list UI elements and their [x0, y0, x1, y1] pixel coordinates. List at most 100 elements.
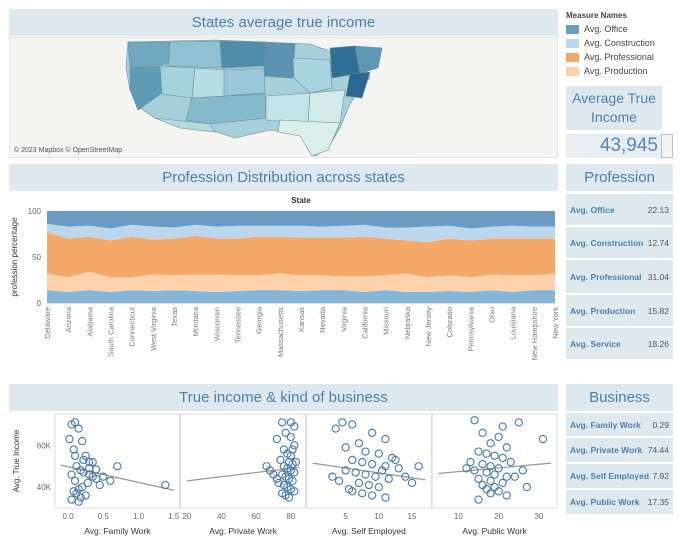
scatter-point — [341, 443, 350, 452]
business-value: 74.44 — [647, 445, 669, 455]
area-x-tick-label: Virginia — [339, 306, 348, 332]
business-label: Avg. Private Work — [570, 445, 643, 455]
area-x-tick-label: Louisiana — [509, 306, 518, 339]
area-x-tick-label: New Jersey — [424, 307, 433, 346]
scatter-y-axis-label: Avg. True Income — [12, 429, 21, 492]
legend-item-office[interactable]: Avg. Office — [566, 24, 628, 34]
legend-title: Measure Names — [566, 11, 627, 20]
scatter-point — [506, 457, 515, 467]
profession-label: Avg. Service — [570, 338, 621, 349]
map-svg — [125, 39, 383, 157]
area-y-tick-label: 100 — [28, 207, 42, 216]
scatter-point — [106, 476, 115, 485]
scatter-point — [341, 466, 350, 475]
area-x-tick-label: New Hampshire — [530, 307, 539, 360]
scatter-point — [76, 493, 85, 502]
area-series-3 — [47, 223, 555, 243]
scatter-point — [368, 459, 377, 469]
business-row-private[interactable]: Avg. Private Work 74.44 — [566, 438, 673, 463]
scatter-point — [354, 478, 364, 488]
legend-label: Avg. Office — [584, 24, 628, 34]
scatter-point — [348, 420, 357, 429]
scatter-point — [490, 451, 499, 460]
business-row-self[interactable]: Avg. Self Employed 7.92 — [566, 464, 673, 489]
area-x-tick-label: Georgia — [255, 306, 264, 334]
profession-label: Avg. Professional — [570, 271, 642, 282]
scatter-point — [538, 434, 548, 444]
business-row-public[interactable]: Avg. Public Work 17.35 — [566, 490, 673, 515]
profession-label: Avg. Production — [570, 305, 636, 316]
legend-item-production[interactable]: Avg. Production — [566, 66, 647, 76]
scatter-x-axis-label: Avg. Private Work — [209, 526, 277, 536]
scatter-point — [482, 485, 491, 494]
profession-label: Avg. Office — [570, 204, 615, 215]
kpi-scrollbar[interactable] — [661, 134, 673, 158]
profession-value: 15.82 — [647, 305, 669, 316]
scatter-point — [161, 480, 170, 490]
us-choropleth-map[interactable]: © 2023 Mapbox © OpenStreetMap — [9, 37, 558, 158]
scatter-point — [278, 418, 287, 427]
scatter-point — [99, 472, 108, 481]
scatter-point — [414, 462, 423, 471]
business-row-family[interactable]: Avg. Family Work 0.29 — [566, 413, 673, 437]
scatter-point — [470, 416, 479, 425]
scatter-point — [288, 476, 297, 485]
scatter-x-tick-label: 0.0 — [62, 512, 74, 521]
area-x-tick-label: Alabama — [85, 306, 94, 336]
scatter-point — [486, 462, 495, 471]
legend-item-professional[interactable]: Avg. Professional — [566, 52, 654, 62]
profession-row-construction[interactable]: Avg. Construction 12.74 — [566, 227, 673, 259]
kpi-label: Average True Income — [566, 86, 662, 130]
income-business-scatter[interactable]: Avg. True Income 40K 60K 0.0 0.5 1.0 1.5 Avg. F… — [9, 412, 558, 540]
profession-value: 18.26 — [647, 338, 669, 349]
scatter-point — [85, 457, 94, 467]
area-x-tick-label: Nebraska — [403, 306, 412, 339]
scatter-point — [502, 443, 511, 452]
area-y-tick-label: 0 — [37, 299, 42, 308]
scatter-point — [272, 434, 282, 444]
scatter-x-axis-label: Avg. Family Work — [84, 526, 151, 536]
profession-row-production[interactable]: Avg. Production 15.82 — [566, 295, 673, 327]
area-x-tick-label: Colorado — [445, 307, 454, 337]
scatter-point — [494, 464, 503, 473]
scatter-point — [92, 465, 101, 474]
scatter-point — [407, 478, 417, 488]
scatter-point — [69, 445, 78, 454]
area-section-title: Profession Distribution across states — [9, 164, 558, 191]
scatter-point — [67, 470, 76, 479]
area-x-tick-label: Delaware — [43, 307, 52, 339]
area-series-1 — [47, 271, 555, 292]
area-x-tick-label: Nevada — [318, 306, 327, 333]
profession-value: 31.04 — [647, 271, 669, 282]
scatter-x-tick-label: 20 — [182, 512, 191, 521]
business-value: 7.92 — [652, 471, 669, 481]
scatter-point — [290, 487, 299, 496]
scatter-x-tick-label: 20 — [494, 512, 503, 521]
area-x-tick-label: South Carolina — [107, 306, 116, 356]
legend-label: Avg. Construction — [584, 38, 655, 48]
scatter-point — [498, 478, 507, 488]
scatter-point — [368, 491, 377, 500]
scatter-point — [381, 434, 390, 444]
scatter-point — [361, 447, 370, 456]
scatter-point — [348, 455, 357, 465]
scatter-point — [462, 464, 471, 473]
area-x-tick-label: Connecticut — [128, 306, 137, 347]
legend-item-construction[interactable]: Avg. Construction — [566, 38, 655, 48]
scatter-x-tick-label: 80 — [286, 512, 295, 521]
scatter-point — [67, 495, 76, 504]
profession-area-chart[interactable]: State profession percentage 0 50 100 Delaware… — [9, 193, 558, 378]
profession-row-office[interactable]: Avg. Office 22.13 — [566, 194, 673, 226]
profession-row-service[interactable]: Avg. Service 18.26 — [566, 328, 673, 360]
business-value: 0.29 — [652, 419, 669, 430]
profession-label: Avg. Construction — [570, 237, 644, 248]
scatter-point — [291, 457, 301, 467]
profession-row-professional[interactable]: Avg. Professional 31.04 — [566, 260, 673, 294]
scatter-x-tick-label: 1.5 — [168, 512, 180, 521]
scatter-point — [486, 489, 495, 498]
area-x-tick-label: Montana — [191, 306, 200, 336]
business-label: Avg. Family Work — [570, 419, 641, 430]
scatter-point — [377, 466, 387, 475]
scatter-point — [74, 497, 83, 506]
area-x-tick-label: Tennessee — [234, 307, 243, 343]
